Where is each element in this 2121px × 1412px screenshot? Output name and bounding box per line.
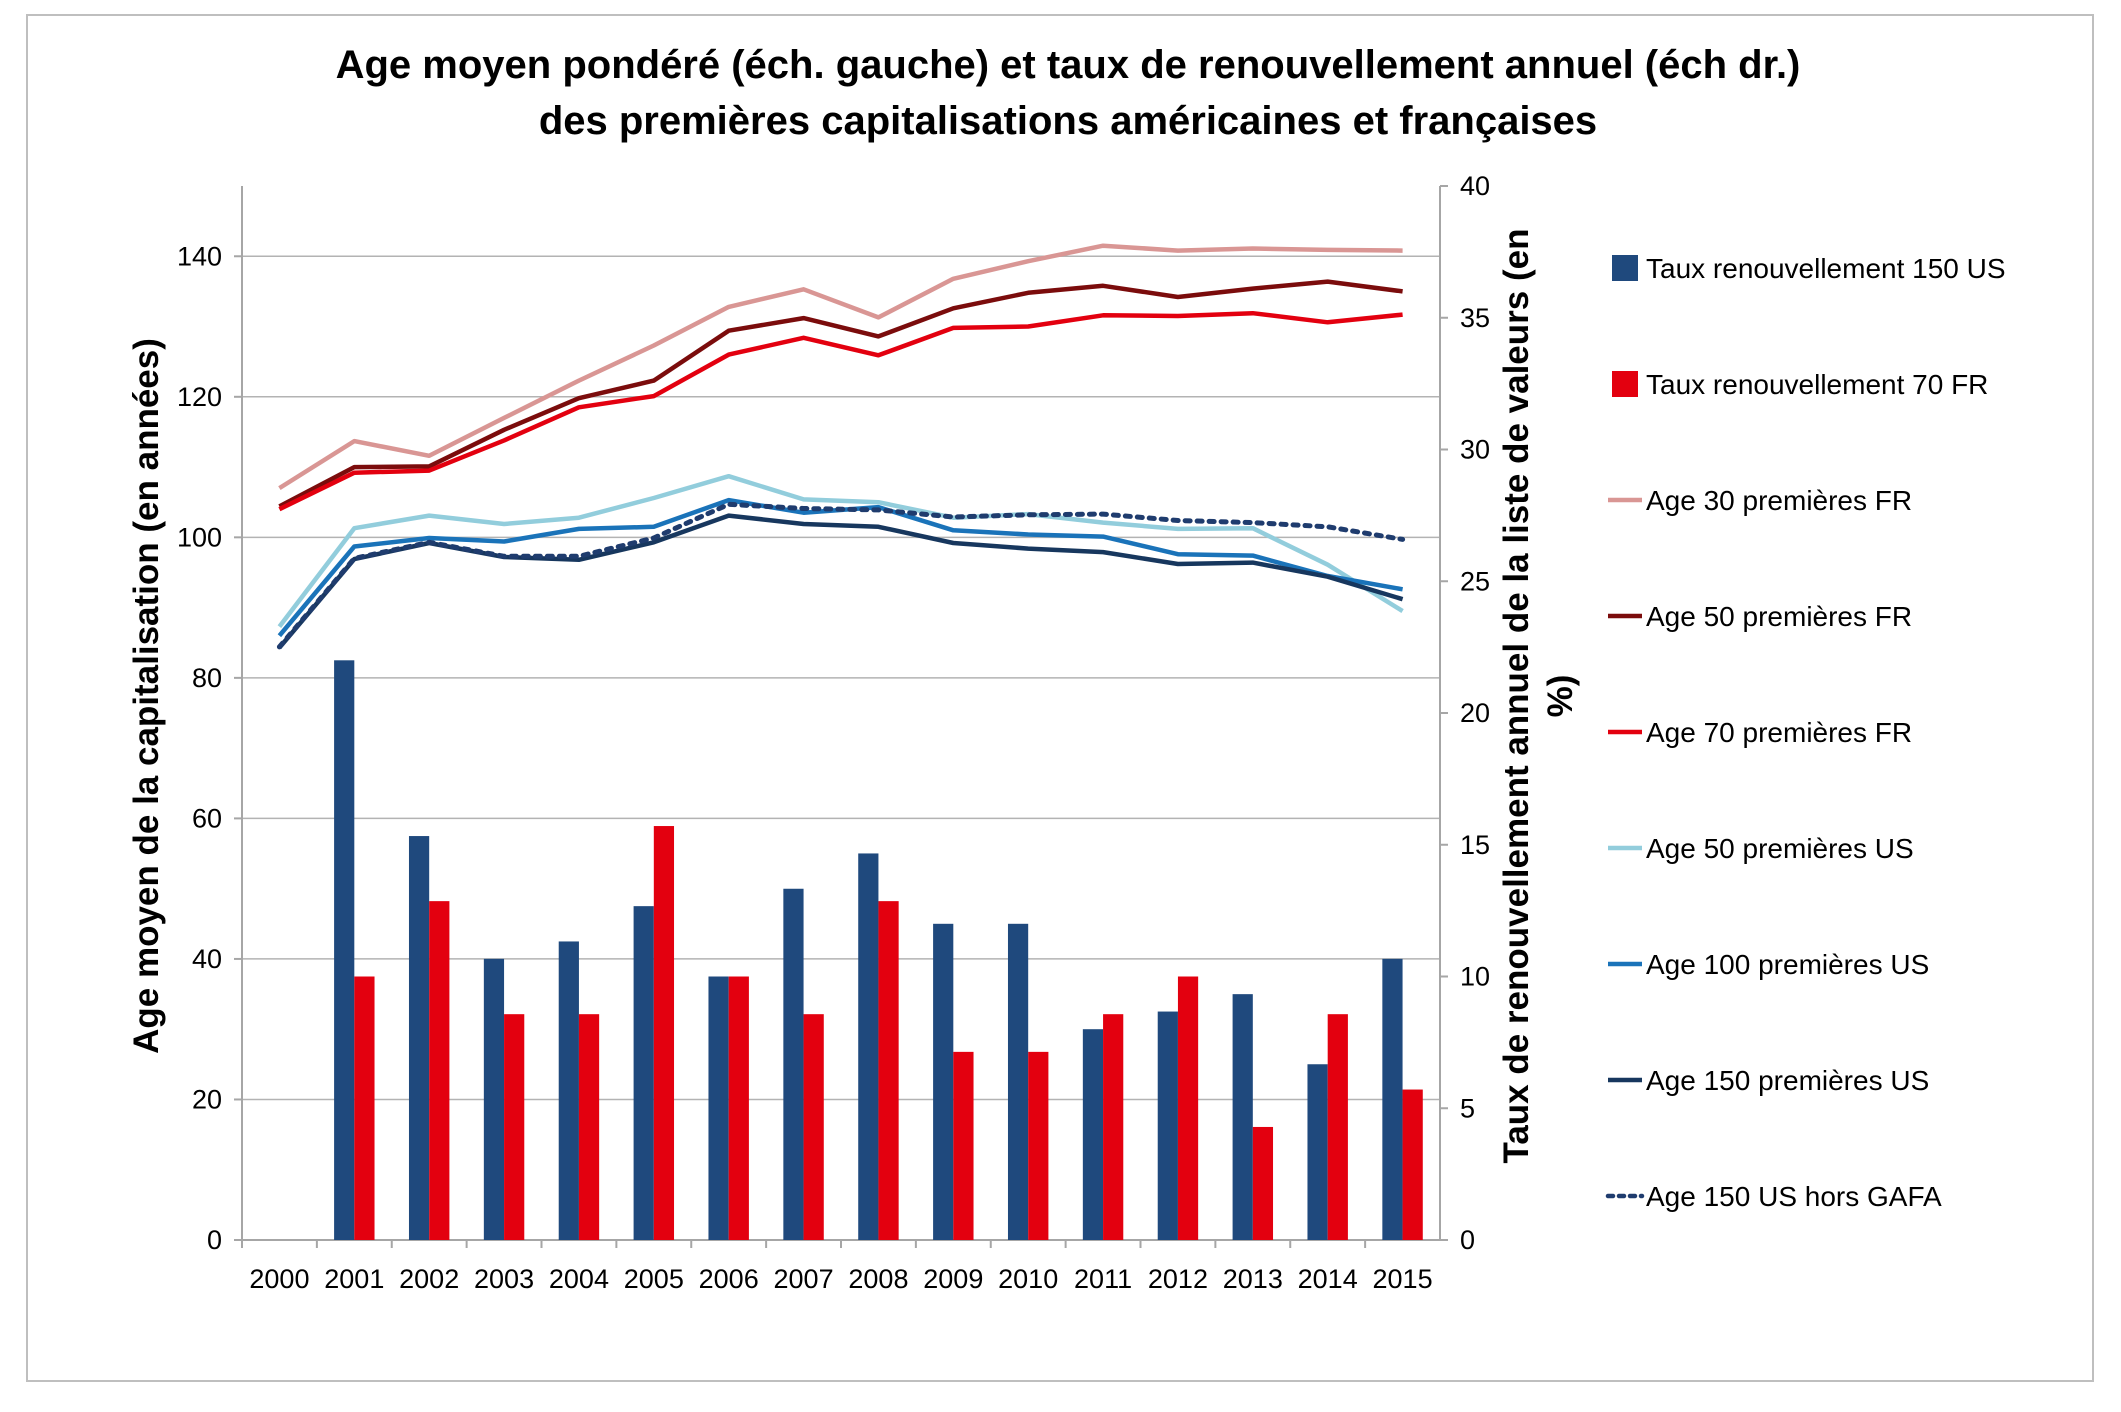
bar-fr bbox=[578, 1014, 600, 1240]
legend-swatch bbox=[1612, 371, 1638, 397]
bar-fr bbox=[1327, 1014, 1348, 1240]
bar-us bbox=[933, 923, 954, 1240]
bar-fr bbox=[653, 826, 675, 1240]
bar-fr bbox=[1028, 1051, 1049, 1240]
bar-us bbox=[1307, 1064, 1328, 1240]
x-tick-label: 2007 bbox=[774, 1264, 834, 1294]
legend-label: Taux renouvellement 70 FR bbox=[1646, 369, 1988, 400]
left-tick-label: 0 bbox=[207, 1225, 222, 1255]
x-tick-label: 2009 bbox=[923, 1264, 983, 1294]
x-tick-label: 2008 bbox=[848, 1264, 908, 1294]
left-tick-label: 40 bbox=[192, 944, 222, 974]
series-line bbox=[277, 513, 1404, 650]
bar-us bbox=[858, 853, 879, 1240]
bar-fr bbox=[504, 1014, 525, 1240]
x-tick-label: 2010 bbox=[998, 1264, 1058, 1294]
left-tick-label: 80 bbox=[192, 663, 222, 693]
right-tick-label: 40 bbox=[1460, 171, 1490, 201]
right-tick-label: 0 bbox=[1460, 1225, 1475, 1255]
bar-us bbox=[1157, 1011, 1178, 1240]
series-line bbox=[276, 501, 1406, 650]
legend-label: Age 150 premières US bbox=[1646, 1065, 1929, 1096]
x-tick-label: 2006 bbox=[699, 1264, 759, 1294]
bar-fr bbox=[429, 901, 450, 1240]
bar-us bbox=[1382, 958, 1403, 1240]
legend-label: Age 150 US hors GAFA bbox=[1646, 1181, 1942, 1212]
bar-us bbox=[1082, 1029, 1104, 1240]
right-tick-label: 15 bbox=[1460, 830, 1490, 860]
right-axis-title-line-1: Taux de renouvellement annuel de la list… bbox=[1497, 229, 1536, 1164]
bar-us bbox=[1232, 994, 1253, 1240]
right-axis-title-line-2: %) bbox=[1541, 675, 1580, 718]
right-tick-label: 20 bbox=[1460, 698, 1490, 728]
left-tick-label: 60 bbox=[192, 803, 222, 833]
bar-fr bbox=[953, 1051, 974, 1240]
legend-label: Age 30 premières FR bbox=[1646, 485, 1912, 516]
legend-label: Taux renouvellement 150 US bbox=[1646, 253, 2006, 284]
right-tick-label: 10 bbox=[1460, 962, 1490, 992]
bar-fr bbox=[878, 901, 899, 1240]
right-tick-label: 5 bbox=[1460, 1093, 1475, 1123]
bar-us bbox=[408, 836, 430, 1240]
series-line bbox=[278, 279, 1403, 509]
x-tick-label: 2003 bbox=[474, 1264, 534, 1294]
series-line bbox=[278, 310, 1403, 512]
left-tick-label: 20 bbox=[192, 1084, 222, 1114]
chart-title: Age moyen pondéré (éch. gauche) et taux … bbox=[336, 43, 1801, 143]
right-tick-label: 35 bbox=[1460, 303, 1490, 333]
right-tick-label: 30 bbox=[1460, 435, 1490, 465]
x-tick-label: 2004 bbox=[549, 1264, 609, 1294]
bar-us bbox=[558, 941, 579, 1240]
bar-fr bbox=[354, 976, 375, 1240]
bar-us bbox=[334, 660, 355, 1240]
plot-area: 0 20 40 60 80 100 120 140 0 5 10 15 20 25 30 35 40 2000 20… bbox=[177, 171, 1490, 1294]
bar-us bbox=[483, 958, 505, 1240]
bar-fr bbox=[728, 976, 749, 1240]
bar-us bbox=[633, 906, 654, 1240]
bar-fr bbox=[1402, 1089, 1423, 1240]
x-tick-label: 2013 bbox=[1223, 1264, 1283, 1294]
bar-fr bbox=[803, 1014, 824, 1240]
right-axis-title: Taux de renouvellement annuel de la list… bbox=[1497, 229, 1580, 1164]
legend-label: Age 50 premières US bbox=[1646, 833, 1914, 864]
left-tick-label: 100 bbox=[177, 522, 222, 552]
legend-label: Age 100 premières US bbox=[1646, 949, 1929, 980]
bar-fr bbox=[1252, 1126, 1274, 1240]
series-line bbox=[277, 473, 1404, 628]
bar-us bbox=[1007, 923, 1029, 1240]
x-tick-label: 2000 bbox=[249, 1264, 309, 1294]
x-tick-label: 2002 bbox=[399, 1264, 459, 1294]
left-tick-label: 140 bbox=[177, 241, 222, 271]
chart-frame: Age moyen pondéré (éch. gauche) et taux … bbox=[26, 14, 2094, 1382]
x-tick-label: 2015 bbox=[1373, 1264, 1433, 1294]
right-tick-label: 25 bbox=[1460, 566, 1490, 596]
legend: Taux renouvellement 150 US Taux renouvell… bbox=[1605, 253, 2006, 1212]
chart-svg: Age moyen pondéré (éch. gauche) et taux … bbox=[127, 43, 2006, 1294]
legend-label: Age 70 premières FR bbox=[1646, 717, 1912, 748]
chart-title-line-2: des premières capitalisations américaine… bbox=[539, 99, 1597, 143]
bar-fr bbox=[1177, 976, 1199, 1240]
bar-us bbox=[708, 976, 729, 1240]
legend-label: Age 50 premières FR bbox=[1646, 601, 1912, 632]
bar-us bbox=[783, 888, 804, 1240]
left-axis-title: Age moyen de la capitalisation (en année… bbox=[127, 338, 166, 1054]
legend-swatch bbox=[1612, 255, 1638, 281]
chart-title-line-1: Age moyen pondéré (éch. gauche) et taux … bbox=[336, 43, 1801, 87]
x-tick-label: 2011 bbox=[1074, 1264, 1132, 1294]
series-line bbox=[278, 243, 1403, 491]
x-tick-label: 2005 bbox=[624, 1264, 684, 1294]
x-tick-label: 2012 bbox=[1148, 1264, 1208, 1294]
x-tick-label: 2001 bbox=[324, 1264, 384, 1294]
left-tick-label: 120 bbox=[177, 382, 222, 412]
x-tick-label: 2014 bbox=[1298, 1264, 1358, 1294]
bar-fr bbox=[1103, 1014, 1124, 1240]
